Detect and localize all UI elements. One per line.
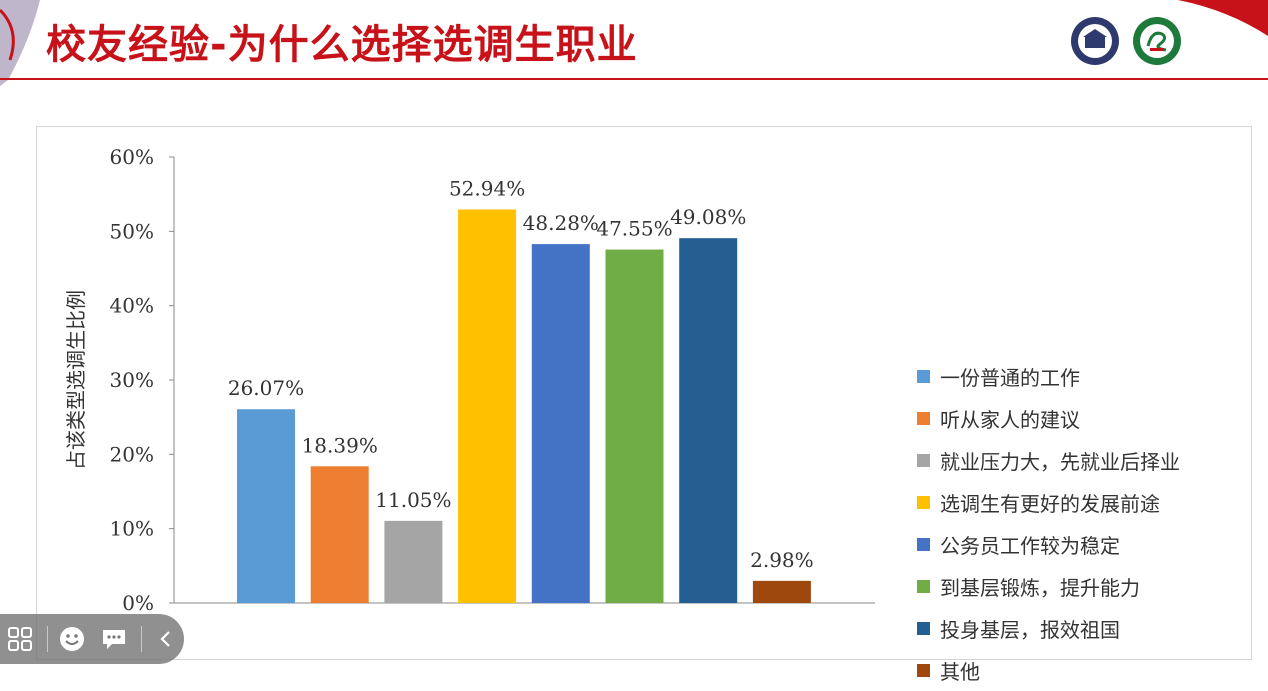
legend-swatch: [917, 621, 930, 635]
legend-swatch: [917, 663, 930, 677]
legend-swatch: [917, 453, 930, 467]
legend-label: 一份普通的工作: [940, 365, 1080, 390]
bar-data-label: 11.05%: [375, 488, 451, 512]
legend-label: 听从家人的建议: [940, 407, 1080, 432]
legend-swatch: [917, 495, 930, 509]
bar-data-label: 49.08%: [670, 205, 746, 229]
bar-data-label: 2.98%: [750, 548, 814, 572]
legend-item: 就业压力大，先就业后择业: [917, 439, 1180, 481]
legend-swatch: [917, 579, 930, 593]
bar: [605, 249, 664, 604]
y-tick-label: 30%: [110, 368, 154, 392]
legend-label: 其他: [940, 659, 980, 684]
grid-menu-icon[interactable]: [2, 619, 39, 659]
y-tick-label: 20%: [110, 442, 154, 466]
bar: [237, 409, 295, 603]
y-axis-title: 占该类型选调生比例: [64, 290, 88, 470]
legend-label: 公务员工作较为稳定: [940, 533, 1120, 558]
legend-label: 就业压力大，先就业后择业: [940, 449, 1180, 474]
toolbar-separator: [140, 626, 142, 652]
slide-title: 校友经验-为什么选择选调生职业: [46, 22, 638, 68]
legend-item: 其他: [917, 649, 1180, 691]
legend-item: 选调生有更好的发展前途: [917, 481, 1180, 523]
bar: [458, 209, 517, 603]
bar: [752, 580, 811, 603]
bar-data-label: 52.94%: [449, 176, 525, 200]
legend-label: 选调生有更好的发展前途: [940, 491, 1160, 516]
y-tick-label: 40%: [110, 294, 154, 318]
emoji-icon[interactable]: [53, 619, 90, 659]
bar-data-label: 48.28%: [523, 211, 599, 235]
legend-label: 到基层锻炼，提升能力: [940, 575, 1140, 600]
decorative-banner-right: [1178, 0, 1268, 36]
y-tick-label: 50%: [110, 219, 154, 243]
chart-frame: 0% 10% 20% 30% 40% 50% 60% 占该类型选调生比例 26.07% 18.39…: [36, 126, 1252, 684]
dragon-emblem-icon: [1133, 17, 1181, 65]
chevron-left-icon[interactable]: [147, 619, 184, 659]
y-tick-label: 60%: [110, 145, 154, 169]
chart-legend: 一份普通的工作 听从家人的建议就业压力大，先就业后择业 选调生有更好的发展前途 公务员…: [917, 355, 1180, 691]
decorative-pattern-left: [0, 0, 40, 86]
legend-swatch: [917, 537, 930, 551]
bar-chart: 0% 10% 20% 30% 40% 50% 60% 占该类型选调生比例 26.07% 18.39…: [64, 145, 875, 615]
toolbar-separator: [46, 626, 48, 652]
comment-icon[interactable]: [96, 619, 133, 659]
bar: [310, 466, 369, 603]
presentation-toolbar: [0, 614, 184, 664]
bar: [679, 238, 738, 603]
legend-swatch: [917, 411, 930, 425]
bar: [384, 520, 443, 603]
title-underline: [0, 78, 1268, 80]
university-seal-icon: [1071, 17, 1119, 65]
legend-item: 到基层锻炼，提升能力: [917, 565, 1180, 607]
bar-data-label: 18.39%: [302, 433, 378, 457]
y-tick-label: 10%: [110, 517, 154, 541]
bar-data-label: 47.55%: [596, 217, 672, 241]
legend-item: 一份普通的工作: [917, 355, 1180, 397]
legend-item: 听从家人的建议: [917, 397, 1180, 439]
y-tick-label: 0%: [122, 591, 154, 615]
legend-item: 公务员工作较为稳定: [917, 523, 1180, 565]
legend-item: 投身基层，报效祖国: [917, 607, 1180, 649]
legend-swatch: [917, 369, 930, 383]
bar: [531, 244, 590, 604]
bar-data-label: 26.07%: [228, 376, 304, 400]
legend-label: 投身基层，报效祖国: [940, 617, 1120, 642]
